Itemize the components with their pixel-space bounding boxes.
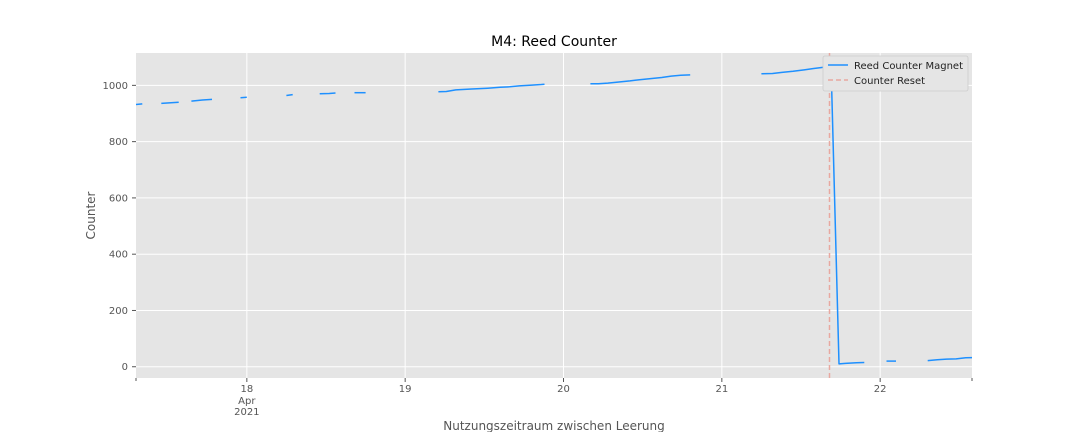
series-line-segment xyxy=(761,66,865,365)
series-line-segment xyxy=(438,83,545,93)
x-tick-label: 22 xyxy=(874,384,887,395)
grid xyxy=(136,53,972,378)
y-axis-label: Counter xyxy=(84,191,98,239)
series-line-segment xyxy=(286,93,293,97)
x-axis-label: Nutzungszeitraum zwischen Leerung xyxy=(443,419,665,432)
x-tick-sublabel-month: Apr xyxy=(238,396,256,407)
legend-label-reed-counter-magnet: Reed Counter Magnet xyxy=(854,61,963,72)
y-tick-label: 800 xyxy=(109,137,128,148)
series-line-segment xyxy=(161,101,179,105)
legend-box xyxy=(822,55,969,92)
x-tick-label: 20 xyxy=(557,384,570,395)
x-tick-sublabel-year: 2021 xyxy=(234,407,259,418)
series-line-segment xyxy=(136,103,143,106)
x-tick-label: 19 xyxy=(399,384,412,395)
y-tick-label: 600 xyxy=(109,193,128,204)
y-tick-label: 400 xyxy=(109,250,128,261)
legend-label-counter-reset: Counter Reset xyxy=(854,76,925,87)
y-tick-label: 1000 xyxy=(103,81,128,92)
plot-area xyxy=(136,53,972,378)
series-layer xyxy=(136,53,972,378)
y-tick-label: 200 xyxy=(109,306,128,317)
series-line-segment xyxy=(240,96,247,99)
series-line-segment xyxy=(319,92,336,95)
chart-title: M4: Reed Counter xyxy=(491,34,617,50)
x-tick-label: 18 xyxy=(240,384,253,395)
legend: Reed Counter Magnet Counter Reset xyxy=(822,55,969,92)
series-line-segment xyxy=(927,356,972,362)
series-line-segment xyxy=(191,98,213,102)
series-line-segment xyxy=(590,74,691,85)
x-tick-label: 21 xyxy=(715,384,728,395)
y-tick-label: 0 xyxy=(122,362,128,373)
